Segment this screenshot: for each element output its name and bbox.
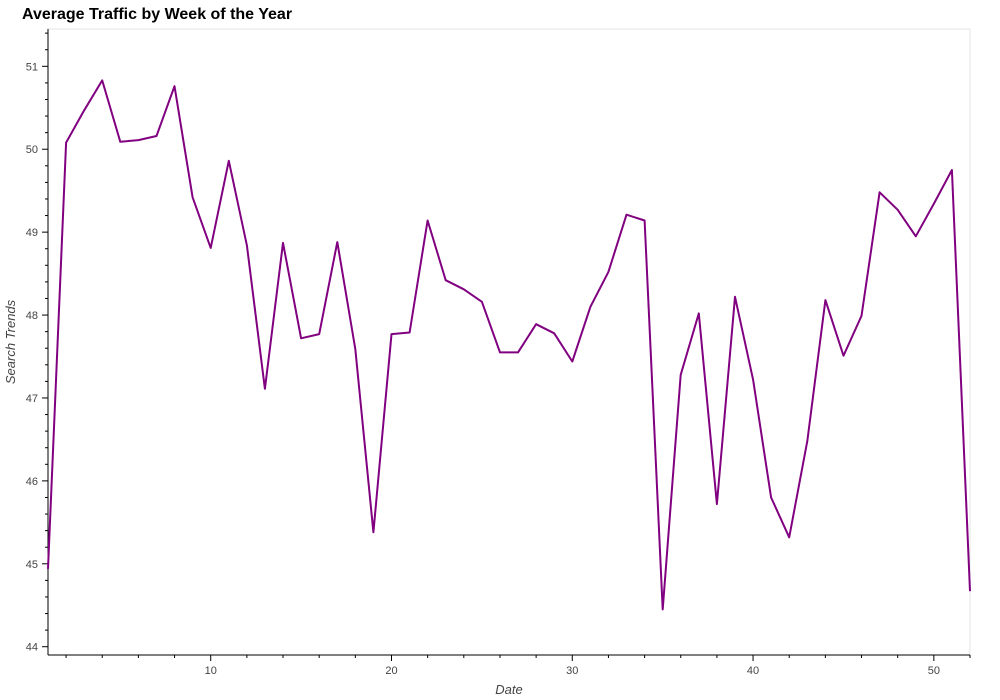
data-point (137, 139, 139, 141)
data-point (390, 333, 392, 335)
data-point (192, 196, 194, 198)
data-point (228, 160, 230, 162)
data-point (806, 440, 808, 442)
chart-title: Average Traffic by Week of the Year (22, 6, 293, 23)
data-point (300, 337, 302, 339)
data-point (933, 203, 935, 205)
data-point (951, 169, 953, 171)
data-point (409, 331, 411, 333)
data-point (842, 355, 844, 357)
data-point (65, 142, 67, 144)
data-point (824, 299, 826, 301)
data-point (47, 568, 49, 570)
y-tick-label: 49 (26, 227, 38, 239)
data-point (119, 141, 121, 143)
data-point (427, 220, 429, 222)
data-point (372, 531, 374, 533)
data-point (680, 374, 682, 376)
y-tick-label: 46 (26, 476, 38, 488)
y-axis-title: Search Trends (3, 299, 18, 384)
x-tick-label: 10 (205, 665, 217, 677)
data-point (517, 351, 519, 353)
data-point (318, 333, 320, 335)
data-point (535, 323, 537, 325)
data-point (897, 209, 899, 211)
data-point (969, 590, 971, 592)
data-point (716, 503, 718, 505)
data-point (861, 315, 863, 317)
data-point (879, 191, 881, 193)
data-point (336, 241, 338, 243)
data-point (915, 235, 917, 237)
data-point (481, 301, 483, 303)
data-point (174, 85, 176, 87)
data-point (607, 271, 609, 273)
data-point (698, 312, 700, 314)
x-tick-label: 40 (747, 665, 759, 677)
data-point (354, 348, 356, 350)
y-tick-label: 51 (26, 61, 38, 73)
data-point (626, 214, 628, 216)
data-point (83, 109, 85, 111)
x-axis-ticks: 10 20 30 40 50 (65, 655, 971, 677)
y-tick-label: 47 (26, 393, 38, 405)
y-tick-label: 48 (26, 310, 38, 322)
plot-area-frame (47, 28, 971, 656)
x-tick-label: 20 (385, 665, 397, 677)
data-point (282, 242, 284, 244)
data-point (463, 288, 465, 290)
x-axis-title: Date (495, 682, 522, 697)
data-point (788, 536, 790, 538)
data-point (644, 220, 646, 222)
data-point (264, 388, 266, 390)
series-line (47, 79, 971, 611)
data-point (662, 608, 664, 610)
x-tick-label: 50 (928, 665, 940, 677)
x-tick-label: 30 (566, 665, 578, 677)
data-point (553, 332, 555, 334)
data-point (246, 244, 248, 246)
data-point (445, 279, 447, 281)
data-point (155, 135, 157, 137)
data-point (770, 496, 772, 498)
y-tick-label: 50 (26, 144, 38, 156)
data-point (210, 247, 212, 249)
data-point (101, 79, 103, 81)
y-axis-ticks: 44 45 46 47 48 49 50 51 (26, 32, 48, 654)
data-point (571, 360, 573, 362)
data-point (734, 296, 736, 298)
data-point (499, 351, 501, 353)
data-point (589, 306, 591, 308)
data-point (752, 379, 754, 381)
y-tick-label: 45 (26, 559, 38, 571)
y-tick-label: 44 (26, 642, 38, 654)
